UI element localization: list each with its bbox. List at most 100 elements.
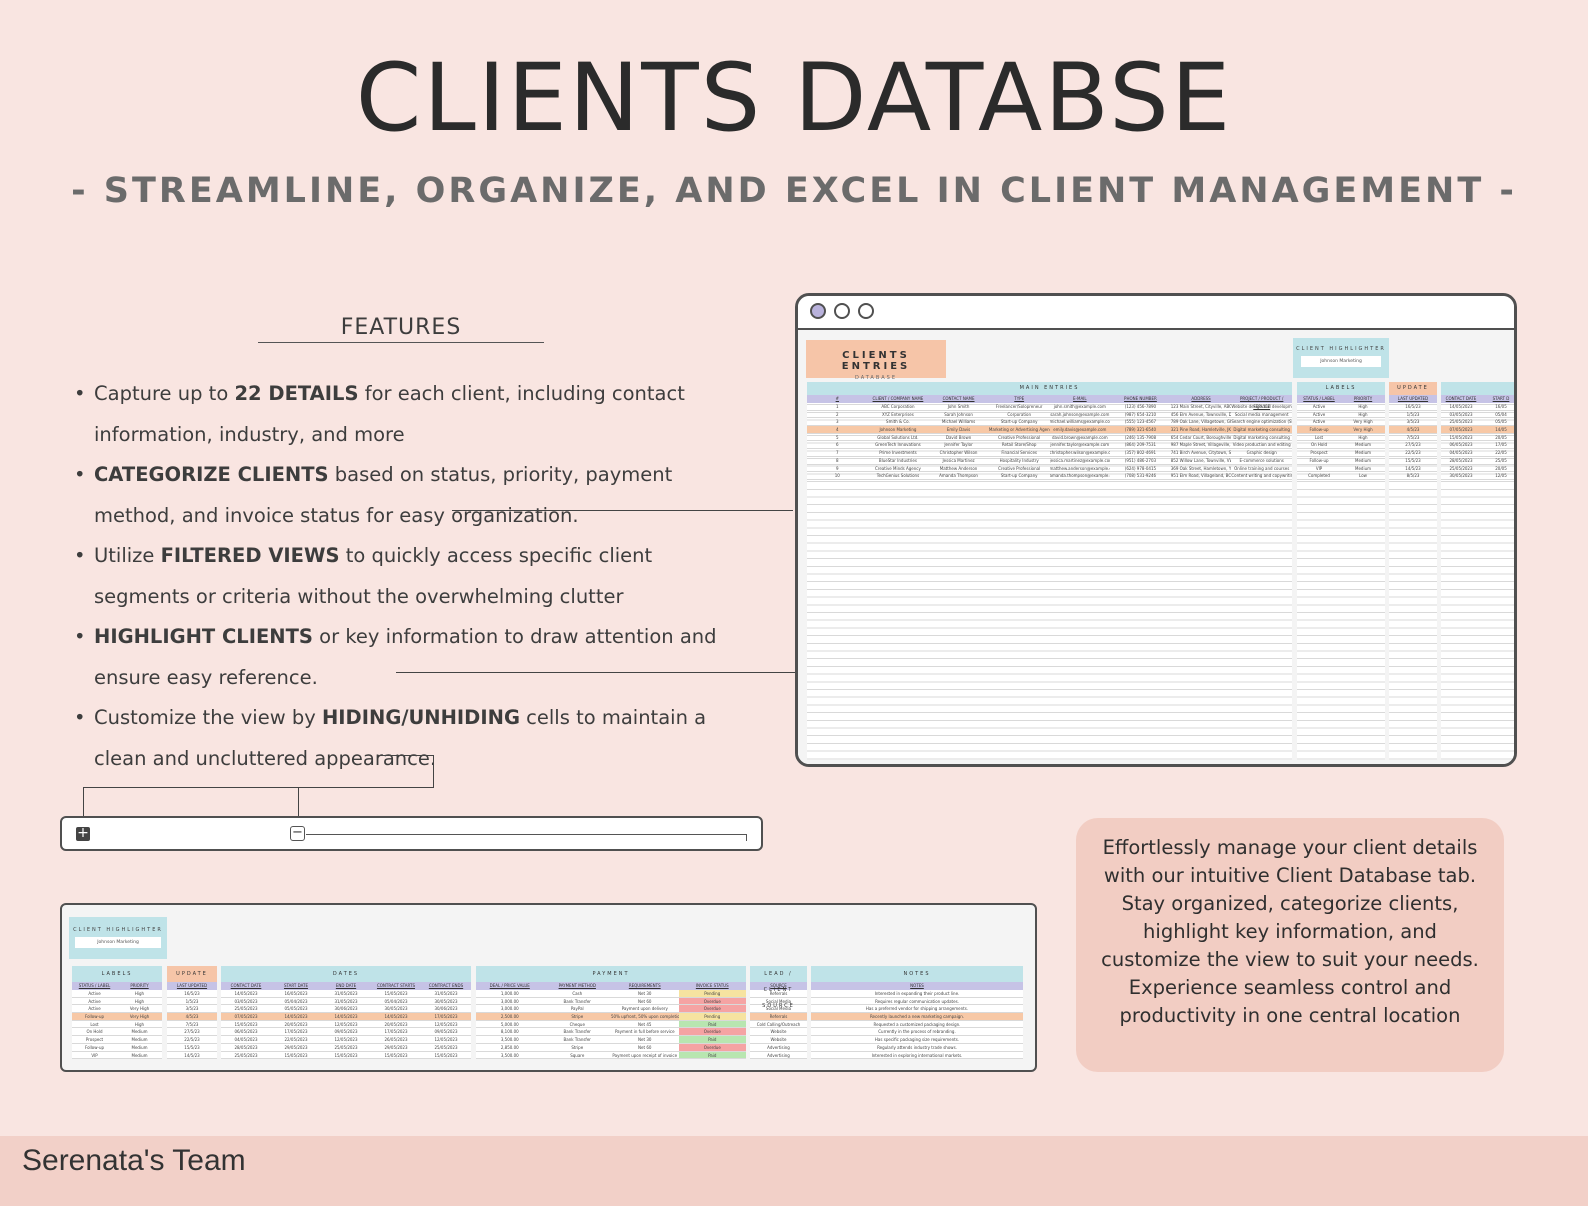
table-cell[interactable]: 28/05/2023: [1449, 457, 1473, 463]
column-header[interactable]: E-MAIL: [1073, 396, 1087, 401]
table-cell[interactable]: Very High: [129, 1006, 150, 1012]
table-cell[interactable]: 1/5/23: [185, 998, 199, 1004]
table-cell[interactable]: (708) 531-9246: [1124, 473, 1157, 479]
table-cell[interactable]: 20/05/2023: [384, 1021, 408, 1027]
table-row[interactable]: 07/05/2023 14/05: [1441, 426, 1514, 434]
table-cell[interactable]: 852 Willow Lane, Townville, VWX852: [1170, 457, 1232, 463]
table-row[interactable]: 3/5/23: [1389, 418, 1437, 427]
table-cell[interactable]: Creative Professional: [998, 465, 1041, 471]
table-row[interactable]: 1/5/23: [1389, 411, 1437, 419]
table-cell[interactable]: High: [1358, 404, 1368, 409]
table-cell[interactable]: 3,000.00: [500, 1006, 519, 1012]
table-row[interactable]: 25/05/2023 20/05: [1441, 465, 1514, 473]
table-cell[interactable]: 20/05/2023: [284, 1021, 308, 1027]
table-cell[interactable]: 50% upfront, 50% upon completion: [611, 1014, 679, 1020]
table-row[interactable]: 4/5/23: [1389, 426, 1437, 434]
table-cell[interactable]: 29/05/2023: [384, 1044, 408, 1050]
table-cell[interactable]: ABC Corporation: [881, 404, 915, 409]
table-cell[interactable]: Paid: [678, 1036, 746, 1043]
table-cell[interactable]: Cold Calling/Outreach: [756, 1021, 801, 1027]
table-cell[interactable]: Has specific packaging size requirements…: [874, 1037, 960, 1043]
table-cell[interactable]: 12/05/2023: [334, 1021, 358, 1027]
table-cell[interactable]: Regularly attends industry trade shows.: [877, 1044, 957, 1050]
table-cell[interactable]: Overdue: [678, 1028, 746, 1036]
table-cell[interactable]: emily.davis@example.com: [1053, 427, 1107, 433]
table-row[interactable]: 1/5/23: [167, 998, 217, 1006]
table-row[interactable]: 1 ABC Corporation John Smith Freelancer/Sol…: [807, 403, 1292, 411]
table-row[interactable]: On Hold Medium: [72, 1028, 162, 1037]
table-cell[interactable]: Johnson Marketing: [879, 427, 917, 433]
table-cell[interactable]: 9: [836, 465, 839, 471]
table-cell[interactable]: Prospect: [85, 1037, 104, 1043]
table-cell[interactable]: Very High: [1353, 419, 1373, 425]
table-cell[interactable]: Follow-up: [84, 1044, 105, 1050]
table-row[interactable]: 06/05/2023 17/05: [1441, 441, 1514, 450]
table-cell[interactable]: Retail Store/Shop: [1001, 442, 1037, 448]
table-cell[interactable]: 14/05/2023: [284, 1014, 308, 1020]
table-row[interactable]: Active High: [72, 990, 162, 998]
table-cell[interactable]: Bank Transfer: [563, 1029, 591, 1035]
table-cell[interactable]: Amanda Thompson: [939, 473, 978, 479]
table-row[interactable]: Website: [750, 1028, 807, 1037]
table-cell[interactable]: GreenTech Innovations: [875, 442, 921, 448]
table-row[interactable]: 14/5/23: [1389, 465, 1437, 473]
table-row[interactable]: 14/5/23: [167, 1052, 217, 1060]
table-cell[interactable]: 25/05/2023: [1449, 419, 1473, 425]
table-cell[interactable]: On Hold: [1310, 442, 1328, 448]
table-cell[interactable]: Smith & Co.: [886, 419, 910, 425]
table-cell[interactable]: Emily Davis: [946, 427, 971, 433]
table-cell[interactable]: 22/05/2023: [284, 1037, 308, 1043]
table-cell[interactable]: Marketing or Advertising Agency: [988, 427, 1050, 433]
table-cell[interactable]: 30/06/2023: [334, 1006, 358, 1012]
table-cell[interactable]: 15/5/23: [184, 1044, 200, 1050]
table-row[interactable]: 3,500.00 Square Payment upon receipt of in…: [476, 1051, 746, 1060]
table-cell[interactable]: 1,000.00: [500, 991, 519, 996]
table-cell[interactable]: 05/04/2023: [284, 998, 308, 1004]
table-cell[interactable]: 20/05: [1495, 465, 1507, 471]
table-cell[interactable]: (246) 135-7908: [1124, 434, 1157, 440]
table-cell[interactable]: 16/05/2023: [284, 991, 308, 996]
table-cell[interactable]: Matthew Anderson: [939, 465, 978, 471]
table-cell[interactable]: 31/05/2023: [334, 991, 358, 996]
client-highlighter-select[interactable]: Johnson Marketing: [1301, 356, 1381, 367]
table-cell[interactable]: Graphic design: [1246, 450, 1277, 456]
collapse-minus-icon[interactable]: −: [290, 826, 305, 841]
table-cell[interactable]: amanda.thompson@example.com: [1049, 473, 1111, 479]
table-cell[interactable]: Active: [88, 1006, 101, 1012]
table-cell[interactable]: Medium: [1355, 450, 1371, 456]
table-cell[interactable]: 31/05/2023: [434, 991, 458, 996]
table-cell[interactable]: Search engine optimization (SEO): [1231, 419, 1292, 425]
table-cell[interactable]: 15/05/2023: [434, 1052, 458, 1058]
table-cell[interactable]: 10: [834, 473, 840, 479]
table-cell[interactable]: 2,850.00: [500, 1044, 519, 1050]
table-row[interactable]: Advertising: [750, 1044, 807, 1052]
table-cell[interactable]: 15/05/2023: [1449, 434, 1473, 440]
table-cell[interactable]: 30/05/2023: [434, 998, 458, 1004]
column-header[interactable]: ADDRESS: [1191, 396, 1211, 401]
table-cell[interactable]: High: [134, 1021, 145, 1027]
table-cell[interactable]: 789 Oak Lane, Villagetown, GHI789: [1170, 419, 1232, 425]
table-row[interactable]: 03/05/2023 05/04/2023 31/05/2023 05/04/2023…: [221, 998, 471, 1006]
table-cell[interactable]: 22/05: [1495, 450, 1507, 456]
table-cell[interactable]: 26/05/2023: [384, 1037, 408, 1043]
table-row[interactable]: 5 Global Solutions Ltd. David Brown Creativ…: [807, 434, 1292, 442]
table-cell[interactable]: Currently in the process of rebranding.: [878, 1029, 956, 1035]
table-cell[interactable]: Recently launched a new marketing campai…: [869, 1014, 965, 1020]
column-header[interactable]: CLIENT / COMPANY NAME: [872, 396, 924, 401]
table-row[interactable]: Interested in exploring international ma…: [811, 1052, 1023, 1060]
table-row[interactable]: 7/5/23: [1389, 434, 1437, 442]
table-row[interactable]: Prospect Medium: [72, 1036, 162, 1044]
table-cell[interactable]: Freelancer/Solopreneur: [995, 404, 1043, 409]
table-cell[interactable]: Prospect: [1310, 450, 1328, 456]
table-cell[interactable]: (951) 486-2703: [1124, 457, 1157, 463]
column-header[interactable]: PROJECT / PRODUCT / SERVICE: [1239, 396, 1284, 409]
table-cell[interactable]: Active: [88, 991, 101, 996]
table-cell[interactable]: michael.williams@example.com: [1049, 419, 1111, 425]
table-cell[interactable]: Medium: [131, 1029, 148, 1035]
table-cell[interactable]: Content writing and copywriting: [1231, 473, 1292, 479]
table-cell[interactable]: Corporation: [1007, 411, 1031, 417]
table-cell[interactable]: 27/5/23: [1405, 442, 1421, 448]
table-cell[interactable]: Payment upon receipt of invoice: [612, 1052, 678, 1058]
table-cell[interactable]: Referrals: [769, 991, 788, 996]
table-row[interactable]: 06/05/2023 17/05/2023 09/05/2023 17/05/2023…: [221, 1028, 471, 1037]
